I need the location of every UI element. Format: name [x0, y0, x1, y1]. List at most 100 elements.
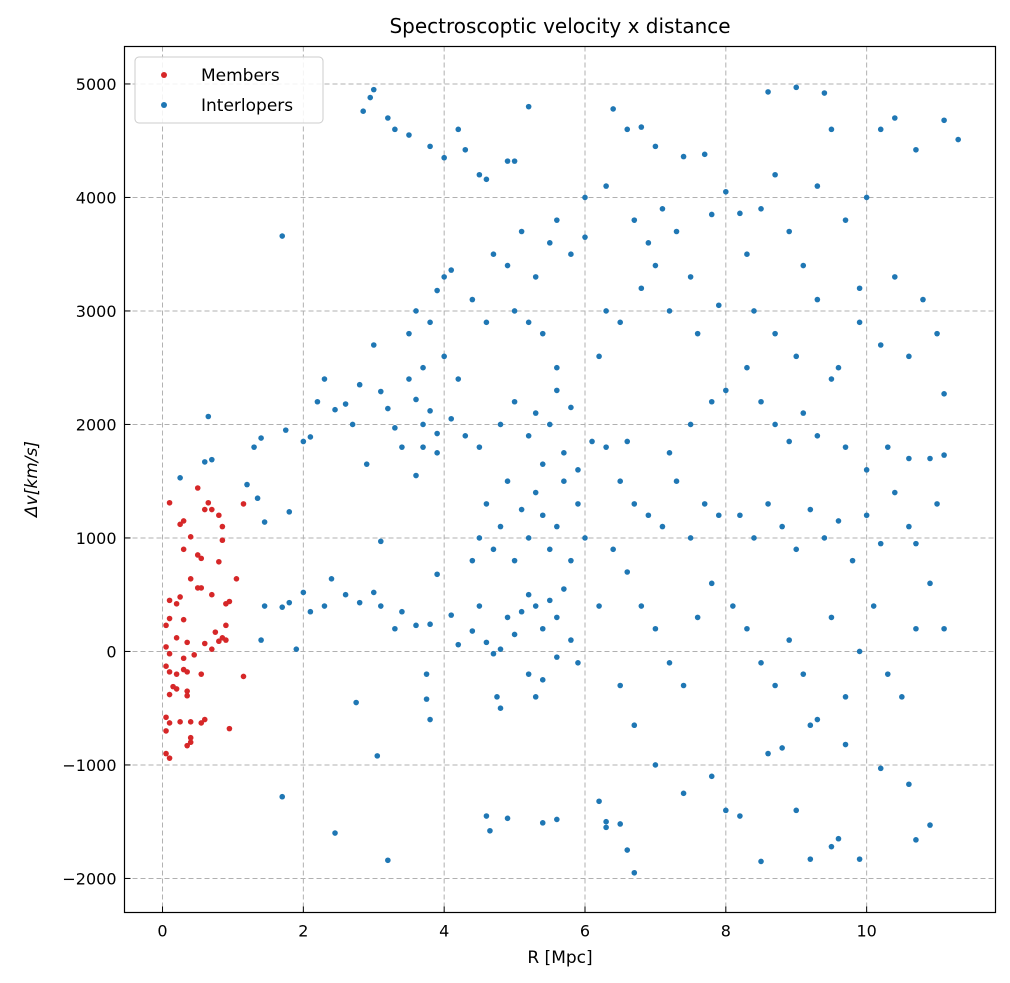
interloper-point — [469, 296, 476, 303]
interloper-point — [821, 535, 828, 541]
interloper-point — [814, 183, 821, 189]
member-point — [163, 663, 169, 670]
member-point — [163, 728, 169, 734]
interloper-point — [321, 603, 328, 609]
interloper-point — [539, 330, 546, 337]
interloper-point — [751, 535, 757, 541]
y-tick-label: −1000 — [62, 756, 116, 775]
interloper-point — [617, 478, 624, 485]
interloper-point — [254, 495, 261, 502]
interloper-point — [786, 637, 792, 643]
member-point — [166, 755, 173, 761]
interloper-point — [490, 650, 497, 657]
interloper-point — [568, 404, 574, 411]
member-point — [223, 637, 229, 643]
interloper-point — [378, 603, 384, 609]
interloper-point — [596, 603, 602, 609]
interloper-point — [877, 342, 884, 348]
interloper-point — [561, 586, 567, 592]
interloper-point — [455, 126, 462, 133]
interloper-point — [758, 858, 764, 865]
interloper-point — [680, 790, 687, 797]
interloper-point — [863, 467, 870, 473]
interloper-point — [462, 433, 469, 439]
interloper-point — [448, 415, 455, 422]
member-point — [201, 506, 208, 513]
interloper-point — [511, 398, 518, 405]
interloper-point — [504, 158, 511, 164]
interloper-point — [328, 576, 335, 582]
interloper-point — [568, 557, 574, 564]
interloper-point — [652, 143, 659, 150]
interloper-point — [687, 535, 694, 541]
interloper-point — [353, 699, 359, 706]
interloper-point — [434, 450, 440, 456]
interloper-point — [800, 262, 807, 269]
interloper-point — [828, 126, 835, 133]
interloper-point — [487, 827, 493, 834]
interloper-point — [504, 478, 511, 485]
interloper-point — [483, 639, 490, 646]
interloper-point — [448, 612, 455, 618]
interloper-point — [631, 869, 638, 876]
member-point — [177, 521, 183, 528]
interloper-point — [603, 308, 609, 314]
interloper-point — [638, 285, 645, 292]
interloper-point — [279, 604, 286, 610]
member-point — [201, 640, 208, 647]
member-point — [226, 725, 233, 732]
interloper-point — [835, 518, 842, 524]
member-point — [209, 591, 215, 598]
interloper-point — [793, 807, 800, 814]
interloper-point — [399, 444, 405, 450]
interloper-point — [673, 478, 680, 485]
interloper-point — [624, 438, 631, 445]
interloper-point — [561, 450, 567, 456]
plot-frame — [123, 45, 997, 914]
interloper-point — [708, 773, 715, 780]
interloper-point — [554, 654, 560, 660]
y-tick-label: 0 — [106, 642, 116, 661]
interloper-point — [941, 452, 947, 458]
interloper-point — [367, 94, 374, 101]
interloper-point — [772, 330, 778, 337]
interloper-point — [835, 364, 842, 371]
interloper-point — [624, 126, 631, 133]
member-point — [166, 615, 173, 622]
interloper-point — [434, 287, 440, 294]
interloper-point — [406, 376, 412, 382]
interloper-point — [370, 589, 377, 596]
interloper-point — [715, 302, 722, 309]
interloper-point — [554, 364, 560, 371]
interloper-point — [504, 614, 511, 621]
legend-label-interlopers: Interlopers — [201, 96, 293, 116]
interloper-point — [525, 671, 532, 677]
interloper-point — [385, 405, 391, 412]
interloper-point — [423, 696, 430, 702]
member-point — [173, 600, 180, 607]
member-point — [166, 499, 173, 506]
interloper-point — [342, 401, 349, 407]
interloper-point — [392, 126, 398, 133]
interloper-point — [251, 444, 257, 450]
y-tick-label: 4000 — [76, 188, 117, 207]
interloper-point — [779, 745, 785, 751]
interloper-point — [708, 580, 715, 587]
member-point — [223, 622, 229, 629]
interloper-point — [554, 614, 560, 621]
member-point — [198, 585, 205, 591]
interloper-point — [603, 824, 609, 831]
member-point — [173, 671, 180, 677]
interloper-point — [483, 813, 490, 819]
interloper-point — [680, 682, 687, 689]
interloper-point — [261, 519, 268, 525]
interloper-point — [413, 396, 419, 403]
interloper-point — [539, 677, 546, 683]
interloper-point — [659, 206, 666, 212]
interloper-point — [392, 425, 398, 431]
interloper-point — [201, 459, 208, 465]
interloper-point — [420, 444, 426, 450]
interloper-point — [434, 571, 440, 578]
member-point — [184, 742, 190, 749]
